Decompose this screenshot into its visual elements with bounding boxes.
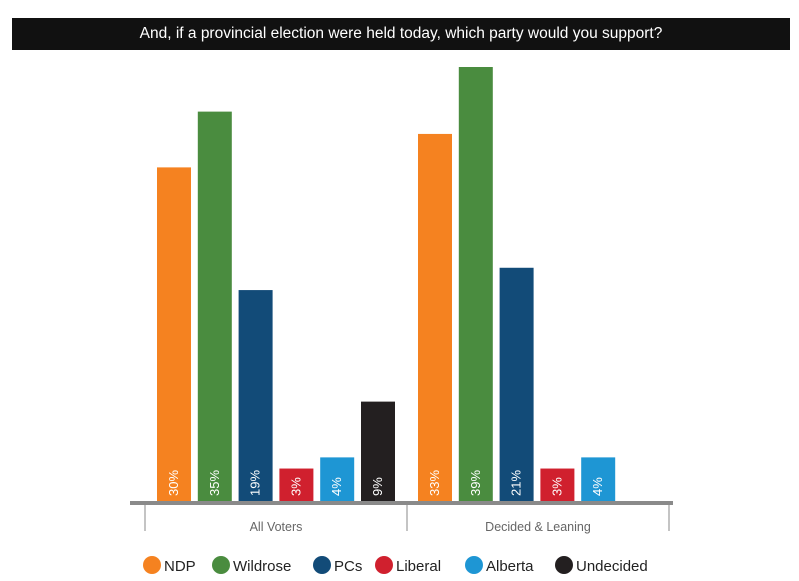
legend-label: Wildrose: [233, 558, 291, 575]
bar-value-label: 21%: [509, 470, 524, 496]
bar-liberal: [540, 468, 575, 502]
bar-value-label: 35%: [207, 470, 222, 496]
bar-wildrose: [197, 111, 232, 502]
bar-value-label: 30%: [166, 470, 181, 496]
legend-label: PCs: [334, 558, 362, 575]
legend-ndp-marker-icon: [143, 556, 161, 574]
bar-liberal: [279, 468, 314, 502]
legend-pcs-marker-icon: [313, 556, 331, 574]
bar-alberta: [320, 457, 355, 502]
legend-label: Alberta: [486, 558, 534, 575]
bar-value-label: 33%: [427, 470, 442, 496]
legend-undecided-marker-icon: [555, 556, 573, 574]
bar-alberta: [581, 457, 616, 502]
bar-value-label: 3%: [288, 477, 303, 496]
bar-pcs: [238, 290, 273, 502]
bar-value-label: 3%: [549, 477, 564, 496]
bar-ndp: [418, 133, 452, 502]
bar-undecided: [361, 401, 395, 502]
bar-value-label: 4%: [590, 477, 605, 496]
bar-ndp: [157, 167, 191, 502]
legend-label: NDP: [164, 558, 196, 575]
legend-alberta-marker-icon: [465, 556, 483, 574]
x-axis-line: [130, 501, 673, 505]
bar-value-label: 39%: [468, 470, 483, 496]
bar-pcs: [499, 267, 534, 502]
bar-wildrose: [458, 67, 493, 502]
bar-value-label: 4%: [329, 477, 344, 496]
bar-value-label: 9%: [370, 477, 385, 496]
legend-wildrose-marker-icon: [212, 556, 230, 574]
chart-title: And, if a provincial election were held …: [12, 18, 790, 50]
legend-label: Liberal: [396, 558, 441, 575]
category-label: Decided & Leaning: [485, 520, 591, 534]
legend-liberal-marker-icon: [375, 556, 393, 574]
bar-value-label: 19%: [248, 470, 263, 496]
category-label: All Voters: [250, 520, 303, 534]
legend-label: Undecided: [576, 558, 648, 575]
